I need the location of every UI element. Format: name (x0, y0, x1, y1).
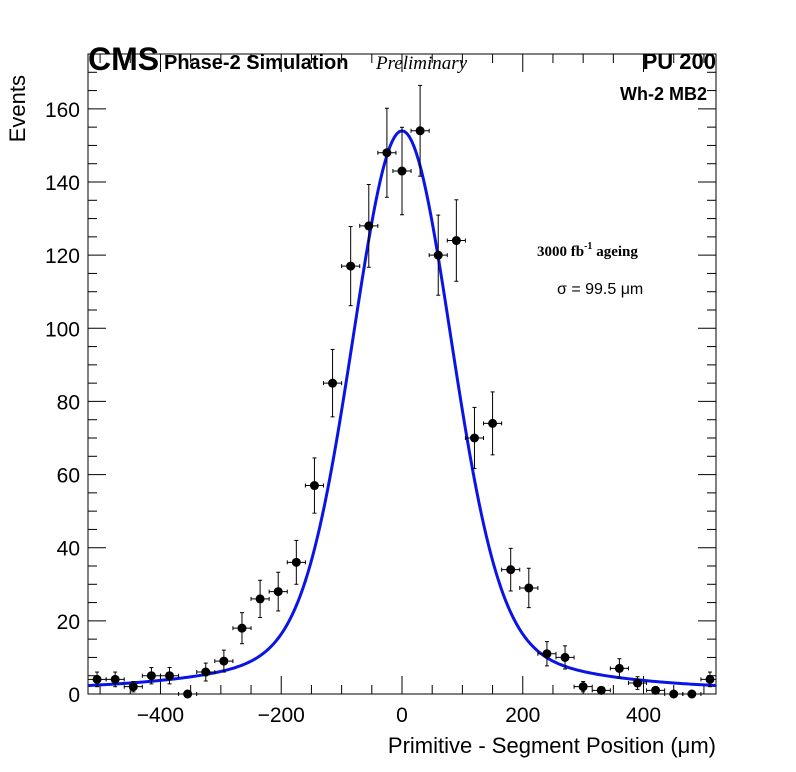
data-marker (183, 689, 193, 699)
station-label: Wh-2 MB2 (620, 84, 707, 104)
pileup-label: PU 200 (643, 49, 716, 74)
data-point (323, 348, 343, 418)
x-tick-label: −200 (258, 704, 305, 727)
data-point (304, 457, 324, 514)
y-tick-label: 0 (68, 684, 80, 707)
x-tick-label: −400 (137, 704, 184, 727)
data-point (483, 391, 503, 456)
data-point (123, 681, 143, 693)
data-point (196, 662, 216, 682)
data-marker (560, 652, 570, 662)
data-point (464, 406, 485, 470)
ageing-label: 3000 fb-1 ageing (537, 241, 638, 260)
data-point (428, 214, 448, 296)
ageing-tail: ageing (592, 244, 638, 260)
x-tick-label: 200 (505, 704, 540, 727)
data-marker (433, 250, 443, 260)
data-point (446, 199, 466, 282)
data-marker (328, 378, 338, 388)
y-tick-label: 80 (57, 391, 80, 414)
x-axis-title: Primitive - Segment Position (μm) (388, 733, 716, 758)
x-tick-label: 400 (626, 704, 661, 727)
data-point (682, 689, 702, 699)
y-axis-title: Events (5, 75, 30, 142)
data-point (178, 689, 198, 699)
data-marker (614, 663, 624, 673)
data-marker (542, 649, 552, 659)
data-point (501, 547, 521, 592)
data-marker (596, 685, 606, 695)
data-point (591, 685, 611, 695)
preliminary-label: Preliminary (375, 53, 468, 74)
data-marker (346, 261, 356, 271)
data-marker (255, 594, 265, 604)
data-marker (397, 166, 407, 176)
data-point (268, 571, 288, 612)
data-marker (273, 587, 283, 597)
data-marker (128, 682, 138, 692)
data-marker (506, 565, 516, 575)
data-marker (110, 674, 120, 684)
data-point (537, 641, 557, 667)
data-point (664, 689, 684, 699)
data-marker (705, 674, 715, 684)
data-point (286, 539, 306, 585)
data-point (573, 681, 593, 693)
data-point (627, 676, 648, 690)
x-tick-label: 0 (396, 704, 408, 727)
data-marker (488, 418, 498, 428)
data-marker (687, 689, 697, 699)
data-marker (669, 689, 679, 699)
data-marker (633, 678, 642, 688)
data-marker (237, 623, 247, 633)
phase-label: Phase-2 Simulation (164, 52, 349, 74)
y-tick-label: 100 (45, 318, 80, 341)
data-point (555, 645, 575, 670)
data-points-layer (87, 84, 717, 699)
data-point (410, 84, 430, 177)
data-marker (415, 126, 425, 136)
data-point (359, 184, 379, 268)
y-tick-label: 140 (45, 172, 80, 195)
cms-label: CMS (88, 41, 159, 77)
data-point (232, 612, 252, 645)
y-tick-label: 20 (57, 611, 80, 634)
data-point (700, 671, 717, 688)
data-point (214, 649, 234, 673)
data-point (392, 126, 412, 216)
ageing-sup: -1 (584, 241, 592, 252)
data-point (377, 107, 397, 198)
data-marker (651, 685, 661, 695)
data-marker (146, 671, 156, 681)
y-tick-label: 60 (57, 465, 80, 488)
data-point (159, 667, 180, 685)
data-marker (524, 583, 534, 593)
sigma-label: σ = 99.5 μm (557, 281, 643, 298)
data-marker (219, 656, 229, 666)
data-point (341, 226, 361, 307)
data-marker (201, 667, 211, 677)
data-point (646, 685, 666, 695)
data-point (105, 671, 125, 688)
data-marker (291, 557, 301, 567)
y-tick-label: 160 (45, 99, 80, 122)
data-point (609, 658, 629, 679)
y-tick-label: 40 (57, 538, 80, 561)
data-marker (92, 674, 102, 684)
data-point (250, 579, 270, 619)
data-marker (309, 481, 319, 491)
data-marker (451, 236, 461, 246)
y-tick-label: 120 (45, 245, 80, 268)
data-marker (165, 671, 175, 681)
axes: −400 −200 0 200 400 0 20 40 60 80 100 120 140 160 (45, 53, 717, 727)
data-point (519, 567, 539, 609)
data-marker (469, 433, 479, 443)
data-marker (364, 221, 374, 231)
data-marker (382, 148, 392, 158)
ageing-main: 3000 fb (537, 244, 584, 260)
data-marker (578, 682, 588, 692)
